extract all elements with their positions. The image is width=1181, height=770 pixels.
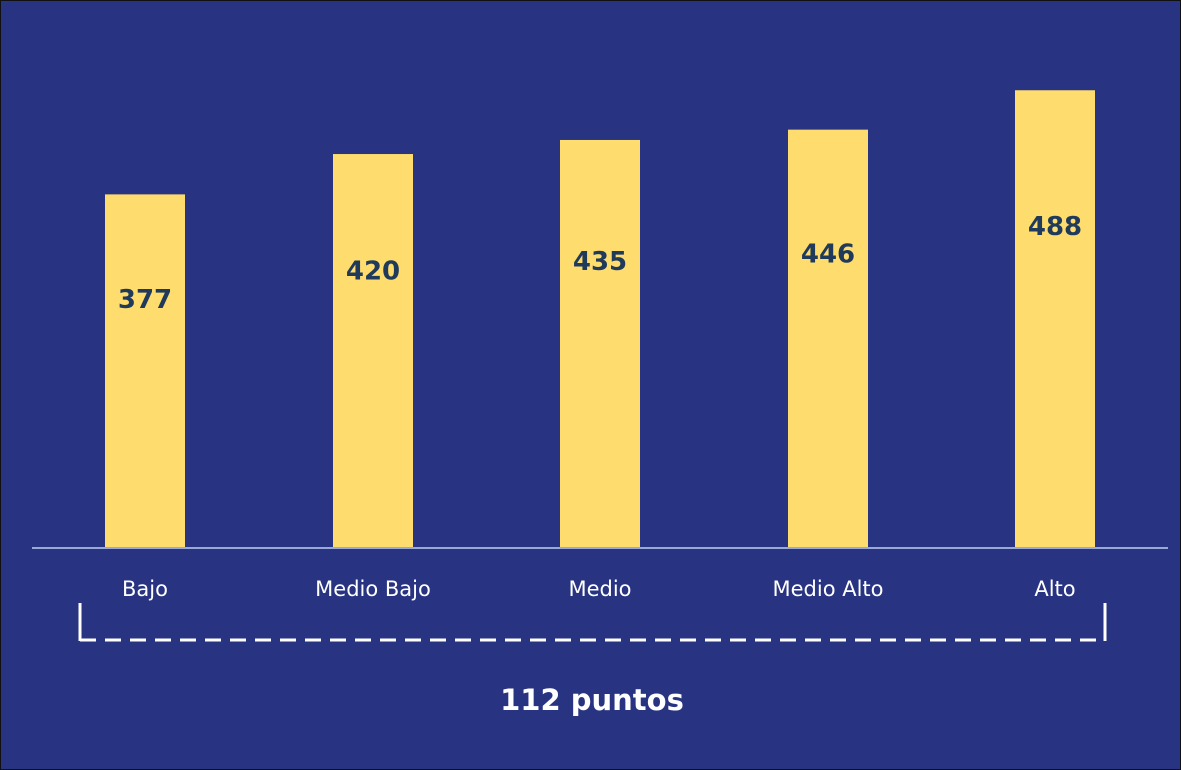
value-label: 435 [573,247,627,277]
x-tick-label: Medio [568,577,631,601]
bar [1015,90,1095,549]
x-tick-label: Bajo [122,577,168,601]
x-tick-label: Alto [1034,577,1075,601]
annotation: 112 puntos [500,683,684,717]
x-tick-label: Medio Alto [772,577,883,601]
value-label: 446 [801,240,855,270]
value-label: 420 [346,257,400,287]
bar [105,194,185,548]
x-tick-label: Medio Bajo [315,577,431,601]
bar [333,154,413,549]
value-label: 488 [1028,212,1082,242]
value-label: 377 [118,285,172,315]
bar [788,129,868,549]
bar [560,139,640,548]
